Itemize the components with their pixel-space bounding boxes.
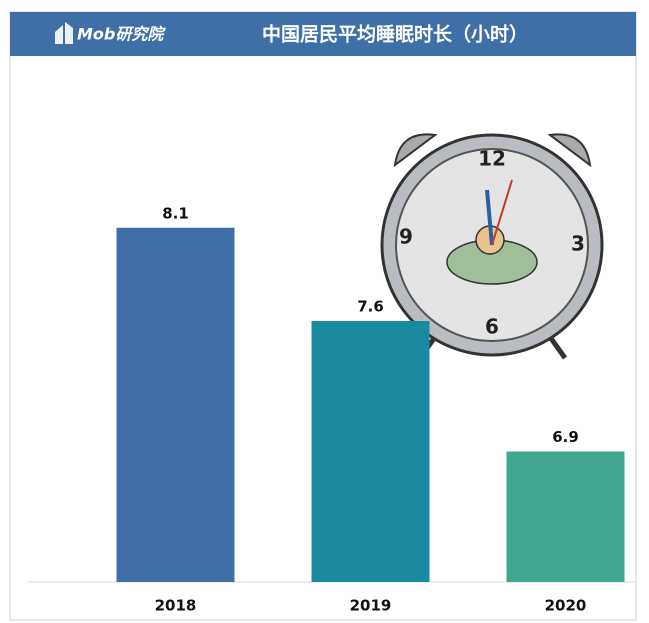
value-label: 7.6 xyxy=(357,298,384,316)
clock-illustration xyxy=(380,133,604,360)
bar xyxy=(506,451,625,582)
header-bar xyxy=(10,12,636,56)
clock-number: 6 xyxy=(485,315,499,339)
x-tick-label: 2019 xyxy=(350,597,392,615)
chart-title: 中国居民平均睡眠时长（小时） xyxy=(262,23,528,46)
clock-number: 12 xyxy=(478,147,506,171)
x-tick-label: 2018 xyxy=(155,597,197,615)
logo-icon xyxy=(55,22,73,44)
bar xyxy=(311,321,430,582)
clock-number: 9 xyxy=(399,225,413,249)
bar xyxy=(116,227,235,583)
x-tick-label: 2020 xyxy=(545,597,587,615)
value-label: 6.9 xyxy=(552,428,579,446)
value-label: 8.1 xyxy=(162,204,189,222)
clock-number: 3 xyxy=(571,232,585,256)
brand: Mob研究院 xyxy=(77,25,166,44)
